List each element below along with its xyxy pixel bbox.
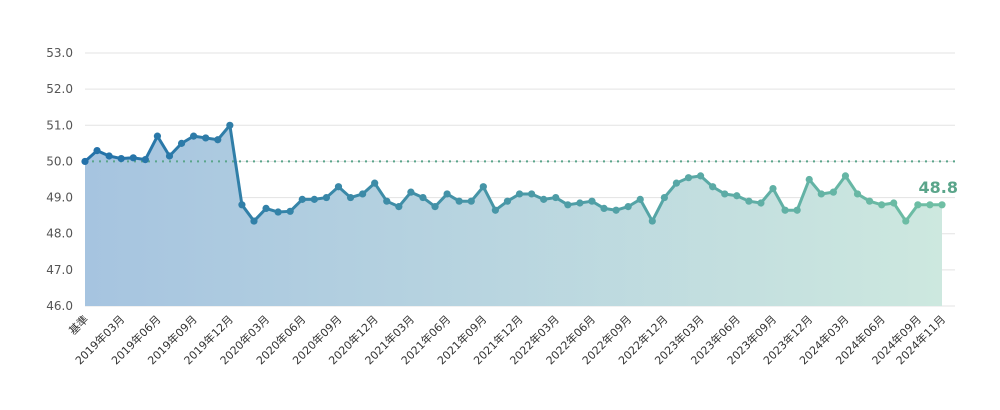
data-point [153, 132, 162, 140]
data-point [214, 136, 222, 144]
data-point [672, 179, 681, 187]
data-point [865, 197, 874, 205]
data-point [371, 179, 379, 187]
y-tick-label: 50.0 [46, 154, 73, 168]
data-point [515, 190, 524, 198]
y-tick-label: 51.0 [46, 118, 73, 132]
data-point [105, 152, 113, 160]
x-axis-ticks: 基準2019年03月2019年06月2019年09月2019年12月2020年0… [66, 312, 948, 367]
data-point [540, 195, 548, 203]
data-point [383, 197, 391, 205]
data-point [757, 199, 765, 207]
data-points [81, 121, 946, 225]
data-point [576, 199, 584, 207]
data-point [407, 188, 415, 196]
data-point [455, 197, 463, 205]
data-point [781, 206, 789, 214]
data-point [202, 134, 210, 142]
data-point [853, 190, 862, 198]
data-point [769, 184, 777, 193]
data-point [878, 201, 886, 209]
data-point [648, 217, 656, 225]
data-point [491, 206, 499, 214]
data-point [805, 175, 813, 184]
y-tick-label: 46.0 [46, 299, 73, 313]
data-point [721, 190, 729, 198]
data-point [636, 195, 644, 203]
data-point [334, 183, 343, 191]
data-point [914, 201, 922, 209]
data-point [359, 190, 367, 198]
data-point [250, 217, 258, 225]
data-point [322, 193, 331, 202]
data-point [829, 188, 837, 196]
y-axis-ticks: 53.0 52.0 51.0 50.0 49.0 48.0 47.0 46.0 [46, 46, 73, 313]
data-point [733, 192, 741, 200]
data-point [310, 195, 318, 203]
y-tick-label: 48.0 [46, 227, 73, 241]
y-tick-label: 52.0 [46, 82, 73, 96]
data-point [443, 190, 451, 198]
data-point [286, 207, 294, 215]
data-point [902, 217, 910, 225]
data-point [600, 204, 608, 213]
y-tick-label: 47.0 [46, 263, 73, 277]
y-tick-label: 49.0 [46, 191, 73, 205]
data-point [817, 190, 825, 198]
data-point [431, 203, 439, 211]
data-point [190, 132, 198, 140]
y-tick-label: 53.0 [46, 46, 73, 60]
data-point [552, 193, 560, 202]
data-point [419, 193, 427, 202]
data-point [745, 197, 753, 205]
data-point [93, 146, 101, 155]
data-point [298, 195, 306, 203]
data-point [395, 203, 403, 211]
data-point [696, 172, 705, 180]
data-point [684, 174, 693, 182]
area-fill [85, 125, 942, 306]
last-value-label: 48.8 [919, 178, 958, 197]
data-point [226, 121, 234, 129]
data-point [129, 154, 137, 162]
data-point [346, 193, 355, 202]
data-point [841, 172, 850, 180]
data-point [503, 197, 512, 205]
data-point [588, 197, 596, 205]
data-point [926, 201, 934, 209]
x-tick-label: 基準 [66, 312, 91, 337]
data-point [660, 193, 668, 202]
data-point [177, 139, 186, 147]
data-point [709, 183, 717, 191]
data-point [238, 201, 246, 209]
data-point [890, 199, 898, 207]
data-point [117, 154, 125, 163]
data-point [262, 204, 270, 213]
data-point [528, 190, 536, 198]
data-point [274, 208, 282, 216]
data-point [467, 197, 475, 205]
data-point [612, 206, 620, 214]
data-point [938, 201, 946, 209]
data-point [81, 157, 89, 166]
data-point [479, 183, 487, 191]
data-point [793, 206, 801, 214]
data-point [564, 201, 572, 209]
data-point [141, 156, 149, 164]
data-point [624, 203, 632, 211]
data-point [165, 152, 174, 160]
